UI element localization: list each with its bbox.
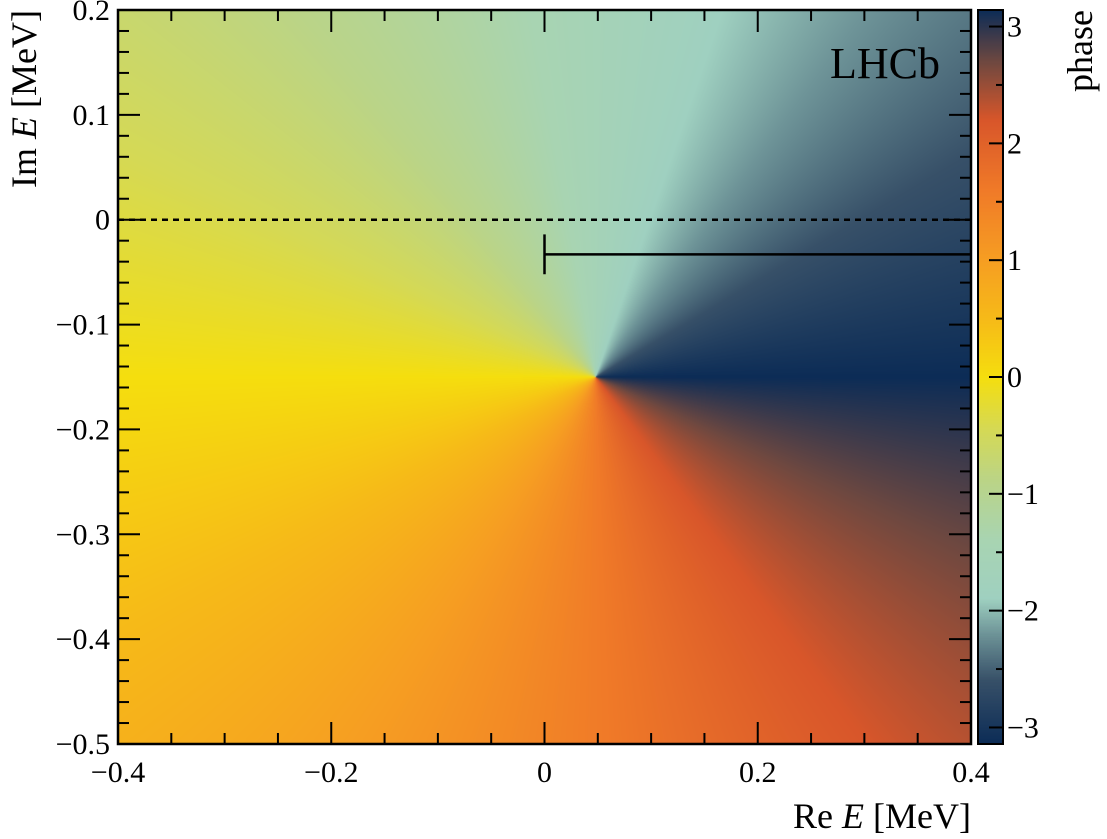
x-axis-title-unit: [MeV] [864, 796, 971, 836]
y-axis-title-unit: [MeV] [4, 10, 44, 117]
x-tick-label: −0.2 [304, 756, 358, 789]
plot-frame [116, 8, 973, 746]
y-tick-label: −0.4 [56, 623, 110, 656]
x-tick-label: 0.4 [952, 756, 990, 789]
y-tick-label: −0.2 [56, 413, 110, 446]
phase-heatmap [118, 10, 971, 744]
x-tick-label: 0 [537, 756, 552, 789]
y-tick-label: −0.3 [56, 518, 110, 551]
colorbar-tick-label: 2 [1007, 127, 1022, 160]
colorbar-tick-label: 1 [1007, 244, 1022, 277]
x-axis-title: Re E [MeV] [793, 796, 971, 836]
y-axis-title-prefix: Im [4, 139, 44, 188]
colorbar-title: phase [1060, 10, 1100, 92]
y-tick-label: 0.2 [73, 0, 111, 27]
y-tick-label: 0 [95, 204, 110, 237]
x-axis: −0.4 −0.2 0 0.2 0.4 [91, 10, 990, 789]
x-axis-title-prefix: Re [793, 796, 842, 836]
y-tick-label: −0.1 [56, 309, 110, 342]
colorbar-tick-label: 0 [1007, 361, 1022, 394]
y-tick-label: 0.1 [73, 99, 111, 132]
overlay-lines [118, 218, 971, 275]
colorbar-tick-label: −3 [1007, 711, 1039, 744]
colorbar-axis: −3 −2 −1 0 1 2 3 [989, 11, 1039, 744]
y-axis-title-var: E [4, 117, 44, 140]
y-axis-title: Im E [MeV] [4, 10, 44, 188]
colorbar-tick-label: 3 [1007, 11, 1022, 44]
x-tick-label: 0.2 [739, 756, 777, 789]
y-axis: −0.5 −0.4 −0.3 −0.2 −0.1 0 0.1 0.2 [56, 0, 971, 761]
colorbar-tick-label: −2 [1007, 595, 1039, 628]
lhcb-label: LHCb [830, 39, 940, 88]
x-axis-title-var: E [841, 796, 864, 836]
x-tick-label: −0.4 [91, 756, 145, 789]
axes-frame [116, 8, 1004, 746]
y-tick-label: −0.5 [56, 728, 110, 761]
colorbar-tick-label: −1 [1007, 478, 1039, 511]
